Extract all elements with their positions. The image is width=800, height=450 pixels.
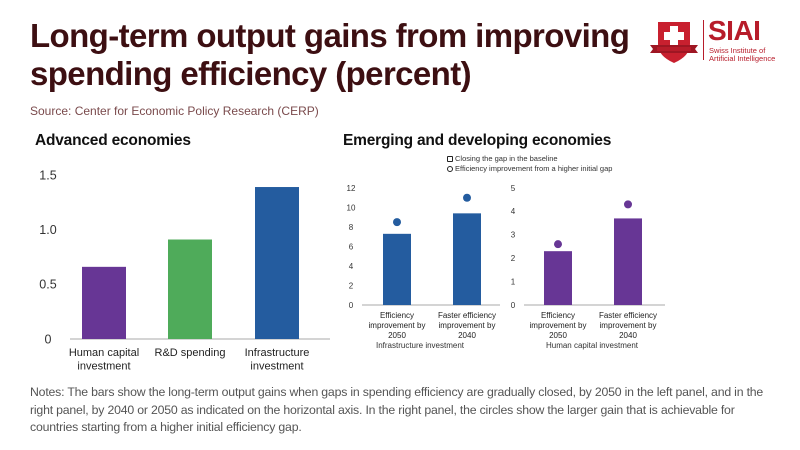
y-tick-label: 2 bbox=[349, 281, 354, 290]
x-tick-label: improvement by bbox=[530, 321, 587, 330]
bar bbox=[544, 251, 572, 305]
x-tick-label: Human capital bbox=[69, 347, 139, 359]
chart-legend: Closing the gap in the baseline Efficien… bbox=[447, 154, 612, 174]
page-title: Long-term output gains from improving sp… bbox=[30, 17, 630, 92]
x-tick-label: 2050 bbox=[549, 331, 567, 340]
x-tick-label: Efficiency bbox=[380, 311, 414, 320]
y-tick-label: 1.5 bbox=[39, 168, 56, 182]
y-tick-label: 12 bbox=[347, 184, 356, 193]
bar bbox=[453, 213, 481, 305]
y-tick-label: 0 bbox=[349, 301, 354, 310]
x-tick-label: Faster efficiency bbox=[438, 311, 496, 320]
x-tick-label: 2040 bbox=[458, 331, 476, 340]
logo-subtitle-line1: Swiss Institute of bbox=[709, 46, 766, 55]
x-tick-label: improvement by bbox=[600, 321, 657, 330]
legend-label: Closing the gap in the baseline bbox=[455, 154, 558, 163]
x-tick-label: 2040 bbox=[619, 331, 637, 340]
legend-circle-icon bbox=[447, 166, 453, 172]
y-tick-label: 8 bbox=[349, 223, 354, 232]
left-panel-title: Advanced economies bbox=[35, 132, 191, 149]
y-tick-label: 0 bbox=[511, 301, 516, 310]
x-axis-title: Human capital investment bbox=[546, 341, 639, 350]
logo-subtitle-line2: Artificial Intelligence bbox=[709, 54, 776, 63]
y-tick-label: 1.0 bbox=[39, 223, 56, 237]
data-point bbox=[393, 218, 401, 227]
y-tick-label: 5 bbox=[511, 184, 516, 193]
x-tick-label: Faster efficiency bbox=[599, 311, 657, 320]
data-point bbox=[554, 240, 562, 249]
logo-divider bbox=[703, 20, 704, 60]
logo-subtitle: Swiss Institute of Artificial Intelligen… bbox=[709, 47, 775, 63]
bar bbox=[168, 239, 212, 339]
siai-logo: SIAI Swiss Institute of Artificial Intel… bbox=[648, 15, 798, 64]
y-tick-label: 2 bbox=[511, 254, 516, 263]
logo-name: SIAI bbox=[708, 15, 761, 46]
x-tick-label: improvement by bbox=[439, 321, 496, 330]
bar bbox=[82, 266, 126, 339]
x-tick-label: R&D spending bbox=[155, 347, 226, 359]
legend-square-icon bbox=[447, 156, 453, 162]
x-axis-title: Infrastructure investment bbox=[376, 341, 465, 350]
y-tick-label: 6 bbox=[349, 242, 354, 251]
data-point bbox=[624, 200, 632, 209]
y-tick-label: 0 bbox=[45, 332, 52, 346]
data-point bbox=[463, 193, 471, 202]
x-tick-label: Efficiency bbox=[541, 311, 575, 320]
y-tick-label: 1 bbox=[511, 277, 516, 286]
bar bbox=[383, 233, 411, 305]
bar bbox=[614, 218, 642, 305]
notes-text: Notes: The bars show the long-term outpu… bbox=[30, 385, 764, 434]
x-tick-label: improvement by bbox=[369, 321, 426, 330]
x-tick-label: investment bbox=[250, 361, 303, 373]
y-tick-label: 10 bbox=[347, 203, 356, 212]
y-tick-label: 4 bbox=[349, 262, 354, 271]
x-tick-label: Infrastructure bbox=[245, 347, 310, 359]
x-tick-label: investment bbox=[77, 361, 130, 373]
right-panel-title: Emerging and developing economies bbox=[343, 132, 612, 149]
y-tick-label: 3 bbox=[511, 231, 516, 240]
shield-icon bbox=[650, 22, 698, 63]
y-tick-label: 4 bbox=[511, 207, 516, 216]
legend-label: Efficiency improvement from a higher ini… bbox=[455, 164, 613, 173]
source-text: Source: Center for Economic Policy Resea… bbox=[30, 104, 319, 118]
x-tick-label: 2050 bbox=[388, 331, 406, 340]
legend-item-baseline: Closing the gap in the baseline bbox=[447, 154, 612, 164]
y-tick-label: 0.5 bbox=[39, 278, 56, 292]
bar bbox=[255, 187, 299, 339]
legend-item-higher-gap: Efficiency improvement from a higher ini… bbox=[447, 164, 612, 174]
